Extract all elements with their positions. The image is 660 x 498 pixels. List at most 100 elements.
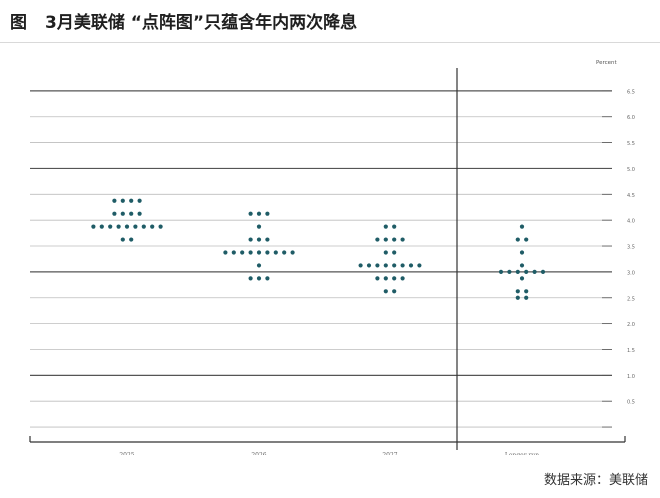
projection-dot [133,224,138,229]
projection-dot [256,263,262,268]
projection-dot [400,276,405,281]
projection-dot [524,269,529,274]
projection-dot [524,295,529,300]
title-text: 3月美联储 “点阵图”只蕴含年内两次降息 [45,13,358,33]
projection-dot [507,269,512,274]
x-category-label: 2026 [251,452,266,455]
projection-dot [383,276,388,281]
projection-dot [417,263,422,268]
y-tick-label: 2.5 [627,296,635,302]
projection-dot [112,211,117,216]
projection-dot [532,269,537,274]
projection-dot [120,211,125,216]
projection-dot [375,237,380,242]
projection-dot [392,263,397,268]
y-tick-label: 0.5 [627,400,635,406]
projection-dot [158,224,163,229]
projection-dot [137,198,142,203]
projection-dot [515,269,520,274]
projection-dot [112,198,117,203]
projection-dot [282,250,287,255]
projection-dot [248,250,253,255]
y-tick-label: 1.0 [627,374,635,380]
projection-dot [265,250,270,255]
projection-dot [231,250,236,255]
projection-dot [290,250,295,255]
title-divider [0,42,660,43]
projection-dot [108,224,113,229]
projection-dot [515,237,520,242]
projection-dot [392,224,397,229]
y-tick-label: 4.0 [627,219,635,225]
projection-dot [248,276,253,281]
y-tick-label: 2.0 [627,322,635,328]
projection-dot [366,263,372,268]
y-tick-label: 3.0 [627,270,635,276]
projection-dot [273,250,278,255]
y-tick-label: 4.5 [627,193,635,199]
projection-dot [524,237,529,242]
projection-dot [400,237,405,242]
projection-dot [120,237,125,242]
projection-dot [256,211,262,216]
y-tick-label: 3.5 [627,245,635,251]
projection-dot [358,263,363,268]
projection-dot [519,276,525,281]
projection-dot [129,198,134,203]
projection-dot [129,237,134,242]
projection-dot [498,269,504,274]
projection-dot [265,276,270,281]
projection-dot [519,263,525,268]
y-tick-label: 1.5 [627,348,635,354]
projection-dot [99,224,104,229]
chart-title: 图 3月美联储 “点阵图”只蕴含年内两次降息 [10,8,357,38]
y-tick-label: 6.5 [627,89,635,95]
projection-dot [383,250,388,255]
projection-dot [116,224,121,229]
projection-dot [223,250,228,255]
projection-dot [124,224,130,229]
y-tick-label: 6.0 [627,115,635,121]
y-axis-title: Percent [596,60,618,66]
projection-dot [519,224,525,229]
x-category-label: 2025 [119,452,134,455]
projection-dot [248,237,253,242]
projection-dot [540,269,546,274]
projection-dot [240,250,245,255]
projection-dot [524,289,529,294]
projection-dot [408,263,414,268]
y-tick-label: 5.0 [627,167,635,173]
projection-dot [256,276,262,281]
projection-dot [519,250,525,255]
projection-dot [515,289,520,294]
projection-dot [392,276,397,281]
projection-dot [400,263,405,268]
dot-plot-chart: 0.5 1.0 1.5 2.0 2.5 3.0 3.5 4.0 4.5 5.0 5.5 6.0 6.5 P… [29,60,635,455]
projection-dot [515,295,520,300]
projection-dot [150,224,155,229]
projection-dot [383,237,388,242]
projection-dot [256,224,262,229]
x-category-label: Longer run [505,452,539,455]
projection-dot [375,276,380,281]
projection-dot [91,224,96,229]
figure-label: 图 [10,13,27,33]
projection-dot [392,250,397,255]
projection-dot [129,211,134,216]
projection-dot [120,198,125,203]
projection-dot [256,250,262,255]
source-note: 数据来源：美联储 [543,473,648,488]
projection-dot [383,289,388,294]
projection-dot [137,211,142,216]
projection-dot [383,224,388,229]
projection-dot [141,224,146,229]
projection-dot [256,237,262,242]
projection-dot [375,263,380,268]
y-tick-label: 5.5 [627,141,635,147]
projection-dot [392,237,397,242]
projection-dot [248,211,253,216]
projection-dot [392,289,397,294]
x-category-label: 2027 [382,452,397,455]
projection-dot [383,263,388,268]
projection-dot [265,237,270,242]
